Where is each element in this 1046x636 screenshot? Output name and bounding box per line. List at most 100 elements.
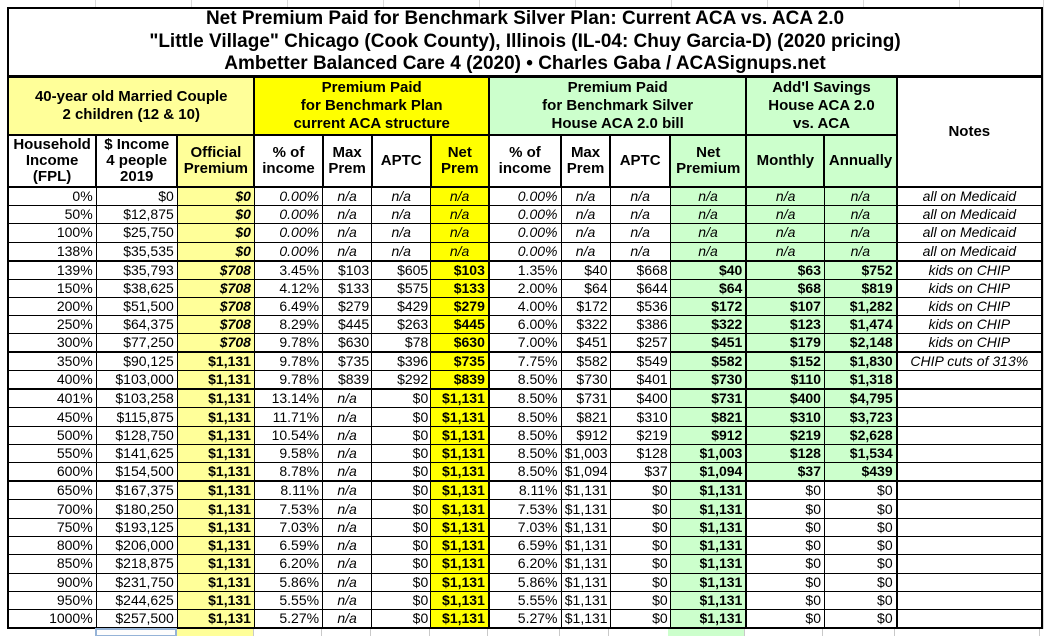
table-cell[interactable]: $103 — [430, 259, 490, 280]
table-cell[interactable]: $1,131 — [669, 572, 747, 592]
table-cell[interactable]: n/a — [322, 572, 373, 592]
table-cell[interactable]: n/a — [560, 204, 611, 225]
table-cell[interactable]: $1,131 — [430, 517, 490, 537]
table-cell[interactable]: $1,131 — [669, 609, 747, 629]
table-cell[interactable]: $37 — [745, 462, 825, 482]
table-cell[interactable]: n/a — [322, 554, 373, 574]
table-cell[interactable]: $0 — [371, 554, 432, 574]
table-cell[interactable]: 0.00% — [253, 204, 324, 225]
table-cell[interactable]: $51,500 — [95, 296, 178, 317]
table-cell[interactable]: $752 — [823, 259, 898, 280]
table-cell[interactable]: $708 — [176, 315, 255, 335]
table-cell[interactable]: $0 — [176, 223, 255, 243]
table-cell[interactable]: $0 — [823, 572, 898, 592]
table-cell[interactable]: 1.35% — [487, 259, 562, 280]
table-cell[interactable]: $141,625 — [95, 444, 178, 464]
table-cell[interactable]: $1,131 — [430, 590, 490, 611]
table-cell[interactable]: 8.50% — [487, 462, 562, 482]
table-cell[interactable]: n/a — [745, 186, 825, 206]
table-cell[interactable]: 10.54% — [253, 425, 324, 446]
table-cell[interactable]: $1,094 — [669, 462, 747, 482]
table-cell[interactable]: 250% — [7, 315, 97, 335]
table-cell[interactable]: $167,375 — [95, 480, 178, 501]
table-cell[interactable]: n/a — [371, 186, 432, 206]
table-cell[interactable]: $0 — [176, 241, 255, 262]
table-cell[interactable]: $218,875 — [95, 554, 178, 574]
table-cell[interactable]: $40 — [560, 259, 611, 280]
table-cell[interactable]: 401% — [7, 388, 97, 409]
table-cell[interactable]: $180,250 — [95, 499, 178, 519]
table-cell[interactable]: $128 — [745, 444, 825, 464]
table-cell[interactable]: n/a — [322, 407, 373, 427]
table-cell[interactable]: $429 — [371, 296, 432, 317]
table-cell[interactable]: $0 — [371, 535, 432, 556]
table-cell[interactable]: 138% — [7, 241, 97, 262]
table-cell[interactable]: $0 — [176, 186, 255, 206]
table-cell[interactable]: $0 — [745, 517, 825, 537]
table-cell[interactable]: 7.03% — [487, 517, 562, 537]
table-cell[interactable]: $912 — [560, 425, 611, 446]
table-cell[interactable]: n/a — [669, 241, 747, 262]
table-cell[interactable]: $0 — [371, 590, 432, 611]
table-cell[interactable]: $35,793 — [95, 259, 178, 280]
table-cell[interactable]: $25,750 — [95, 223, 178, 243]
table-cell[interactable]: $1,131 — [176, 609, 255, 629]
table-cell[interactable]: $1,131 — [176, 480, 255, 501]
table-cell[interactable]: $219 — [745, 425, 825, 446]
table-cell[interactable]: $0 — [823, 554, 898, 574]
table-cell[interactable]: $400 — [745, 388, 825, 409]
table-cell[interactable]: $1,131 — [669, 554, 747, 574]
table-cell[interactable]: 8.29% — [253, 315, 324, 335]
column-header-cell[interactable]: Max Prem — [559, 134, 612, 188]
table-cell[interactable]: $0 — [823, 499, 898, 519]
table-cell[interactable]: $310 — [745, 407, 825, 427]
table-cell[interactable]: $1,534 — [823, 444, 898, 464]
table-cell[interactable]: n/a — [322, 388, 373, 409]
table-cell[interactable]: 100% — [7, 223, 97, 243]
table-cell[interactable]: $630 — [322, 333, 373, 353]
table-cell[interactable]: $1,131 — [430, 499, 490, 519]
column-header-cell[interactable]: Net Prem — [429, 134, 490, 188]
table-cell[interactable]: $0 — [823, 480, 898, 501]
table-cell[interactable]: $0 — [823, 535, 898, 556]
table-cell[interactable]: $912 — [669, 425, 747, 446]
table-cell[interactable]: kids on CHIP — [895, 259, 1043, 280]
table-cell[interactable]: n/a — [371, 241, 432, 262]
table-cell[interactable]: $0 — [823, 609, 898, 629]
table-cell[interactable]: $0 — [823, 517, 898, 537]
table-cell[interactable]: 7.75% — [487, 351, 562, 372]
table-cell[interactable]: $0 — [95, 186, 178, 206]
table-cell[interactable]: 9.78% — [253, 370, 324, 390]
table-cell[interactable]: $1,131 — [669, 590, 747, 611]
table-cell[interactable]: $1,131 — [430, 462, 490, 482]
table-cell[interactable]: n/a — [322, 444, 373, 464]
table-cell[interactable]: $0 — [371, 480, 432, 501]
table-cell[interactable]: $582 — [669, 351, 747, 372]
table-cell[interactable]: $445 — [430, 315, 490, 335]
table-cell[interactable]: n/a — [322, 499, 373, 519]
table-cell[interactable]: $35,535 — [95, 241, 178, 262]
table-cell[interactable]: $0 — [609, 572, 671, 592]
column-header-cell[interactable]: Official Premium — [176, 134, 256, 188]
table-cell[interactable]: $257 — [609, 333, 671, 353]
table-cell[interactable]: 8.50% — [487, 388, 562, 409]
table-cell[interactable]: n/a — [823, 223, 898, 243]
table-cell[interactable]: $1,131 — [176, 407, 255, 427]
table-cell[interactable] — [895, 388, 1043, 409]
table-cell[interactable]: $0 — [609, 609, 671, 629]
table-cell[interactable]: kids on CHIP — [895, 315, 1043, 335]
table-cell[interactable]: 8.78% — [253, 462, 324, 482]
table-cell[interactable]: n/a — [322, 223, 373, 243]
group-header-cell[interactable]: 40-year old Married Couple 2 children (1… — [6, 76, 256, 136]
table-cell[interactable]: $536 — [609, 296, 671, 317]
table-cell[interactable]: $128 — [609, 444, 671, 464]
table-cell[interactable] — [895, 535, 1043, 556]
table-cell[interactable]: 2.00% — [487, 278, 562, 298]
table-cell[interactable]: all on Medicaid — [895, 186, 1043, 206]
table-cell[interactable]: $1,131 — [669, 480, 747, 501]
column-header-cell[interactable]: Annually — [823, 134, 898, 188]
table-cell[interactable]: kids on CHIP — [895, 333, 1043, 353]
table-cell[interactable]: 0.00% — [487, 204, 562, 225]
table-cell[interactable]: 600% — [7, 462, 97, 482]
table-cell[interactable]: $731 — [669, 388, 747, 409]
